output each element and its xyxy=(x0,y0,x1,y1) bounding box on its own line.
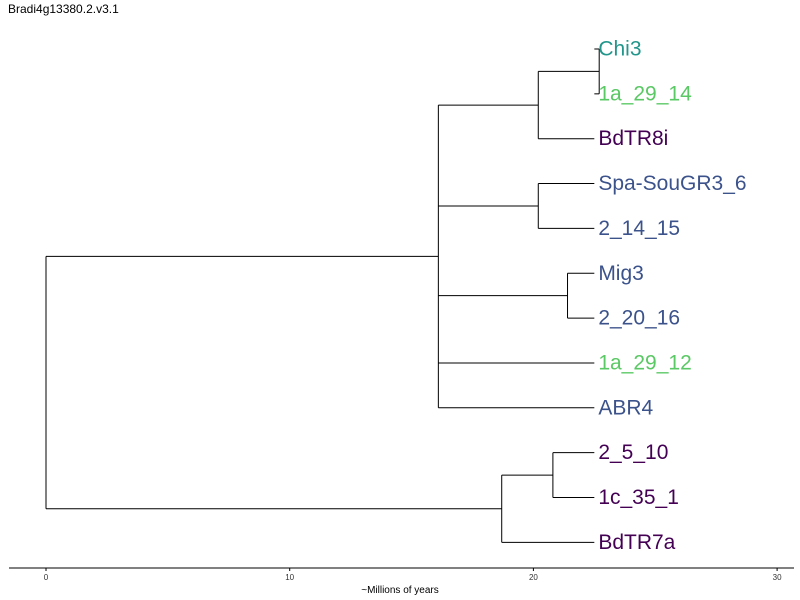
leaf-label: BdTR7a xyxy=(598,531,675,554)
leaf-label: BdTR8i xyxy=(598,127,668,150)
leaf-label: 1c_35_1 xyxy=(598,486,679,509)
leaf-label: 2_20_16 xyxy=(598,307,680,330)
axis-tick-label: 0 xyxy=(44,573,49,582)
x-axis-label: ~Millions of years xyxy=(361,585,439,596)
leaf-label: 1a_29_14 xyxy=(598,82,692,105)
leaf-label: Mig3 xyxy=(598,262,644,285)
chart-title: Bradi4g13380.2.v3.1 xyxy=(8,2,119,16)
leaf-label: 2_14_15 xyxy=(598,217,680,240)
leaf-label: 1a_29_12 xyxy=(598,351,691,374)
leaf-label: 2_5_10 xyxy=(598,441,668,464)
axis-tick-label: 30 xyxy=(773,573,782,582)
axis-tick-label: 20 xyxy=(529,573,538,582)
axis-tick-label: 10 xyxy=(285,573,294,582)
leaf-label: Spa-SouGR3_6 xyxy=(598,172,746,195)
leaf-label: ABR4 xyxy=(598,396,653,419)
leaf-label: Chi3 xyxy=(598,38,641,61)
